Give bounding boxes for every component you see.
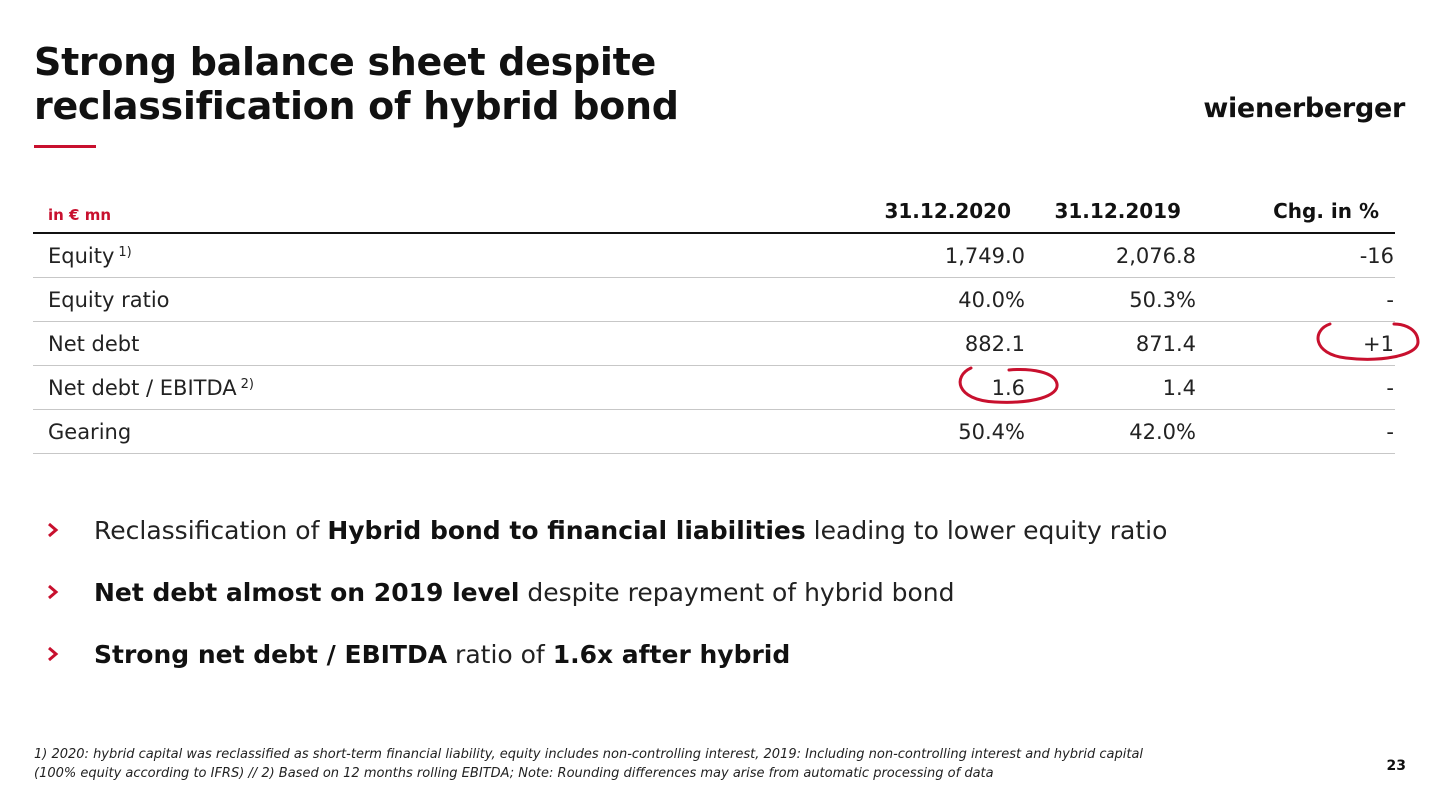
key-points-list: Reclassification of Hybrid bond to finan… xyxy=(47,508,1167,694)
footnote-line-2: (100% equity according to IFRS) // 2) Ba… xyxy=(34,766,994,781)
table-row-equity: Equity 1) 1,749.0 2,076.8 -16 xyxy=(33,234,1395,278)
row-label: Equity ratio xyxy=(48,278,170,321)
value-2019: 42.0% xyxy=(1129,419,1196,444)
page-number: 23 xyxy=(1386,758,1406,774)
bullet-text: Strong net debt / EBITDA ratio of 1.6x a… xyxy=(94,640,790,669)
chevron-right-icon xyxy=(47,584,94,600)
value-2019: 1.4 xyxy=(1162,375,1196,400)
unit-label: in € mn xyxy=(48,206,112,224)
value-change: - xyxy=(1386,287,1394,312)
bullet-text-emphasis: Net debt almost on 2019 level xyxy=(94,577,520,607)
bullet-text-emphasis: Strong net debt / EBITDA xyxy=(94,639,448,669)
value-2019: 871.4 xyxy=(1135,331,1196,356)
chevron-right-icon xyxy=(47,646,94,662)
footnote: 1) 2020: hybrid capital was reclassified… xyxy=(34,745,1254,783)
title-underline xyxy=(34,145,96,148)
row-label-text: Equity ratio xyxy=(48,287,170,312)
row-label: Gearing xyxy=(48,410,131,453)
value-change: - xyxy=(1386,375,1394,400)
bullet-text-emphasis: 1.6x after hybrid xyxy=(552,639,791,669)
row-label-text: Equity xyxy=(48,243,115,268)
value-2019: 50.3% xyxy=(1129,287,1196,312)
value-2020: 882.1 xyxy=(964,331,1025,356)
chevron-right-icon xyxy=(47,522,94,538)
bullet-net-debt: Net debt almost on 2019 level despite re… xyxy=(47,570,1167,614)
bullet-reclassification: Reclassification of Hybrid bond to finan… xyxy=(47,508,1167,552)
balance-sheet-table: in € mn 31.12.2020 31.12.2019 Chg. in % … xyxy=(33,190,1420,454)
value-2020: 50.4% xyxy=(958,419,1025,444)
value-2020: 1.6 xyxy=(991,375,1025,400)
bullet-text-part: Reclassification of xyxy=(94,515,328,545)
row-label-text: Gearing xyxy=(48,419,132,444)
row-label: Net debt xyxy=(48,322,139,365)
value-change: -16 xyxy=(1359,243,1394,268)
table-row-net-debt: Net debt 882.1 871.4 +1 xyxy=(33,322,1420,366)
footnote-ref: 1) xyxy=(118,245,132,260)
bullet-ebitda-ratio: Strong net debt / EBITDA ratio of 1.6x a… xyxy=(47,632,1167,676)
table-row-net-debt-ebitda: Net debt / EBITDA 2) 1.6 1.4 - xyxy=(33,366,1395,410)
bullet-text-emphasis: Hybrid bond to financial liabilities xyxy=(327,515,806,545)
row-label-text: Net debt xyxy=(48,331,140,356)
value-change: +1 xyxy=(1363,331,1394,356)
bullet-text: Net debt almost on 2019 level despite re… xyxy=(94,578,955,607)
bullet-text-part: despite repayment of hybrid bond xyxy=(519,577,955,607)
value-2020: 1,749.0 xyxy=(944,243,1025,268)
title-line-1: Strong balance sheet despite xyxy=(34,40,656,84)
bullet-text-part: leading to lower equity ratio xyxy=(805,515,1168,545)
value-2020: 40.0% xyxy=(958,287,1025,312)
column-header-2019: 31.12.2019 xyxy=(1054,199,1181,223)
company-logo: wienerberger xyxy=(1203,93,1405,124)
title-line-2: reclassification of hybrid bond xyxy=(34,84,679,128)
table-header-row: in € mn 31.12.2020 31.12.2019 Chg. in % xyxy=(33,190,1395,234)
table-row-equity-ratio: Equity ratio 40.0% 50.3% - xyxy=(33,278,1395,322)
row-label: Net debt / EBITDA 2) xyxy=(48,366,254,409)
bullet-text: Reclassification of Hybrid bond to finan… xyxy=(94,516,1167,545)
row-label-text: Net debt / EBITDA xyxy=(48,375,237,400)
column-header-2020: 31.12.2020 xyxy=(884,199,1011,223)
column-header-change: Chg. in % xyxy=(1273,199,1379,223)
value-change: - xyxy=(1386,419,1394,444)
row-label: Equity 1) xyxy=(48,234,132,277)
table-row-gearing: Gearing 50.4% 42.0% - xyxy=(33,410,1395,454)
slide-title: Strong balance sheet despite reclassific… xyxy=(34,40,679,128)
bullet-text-part: ratio of xyxy=(447,639,553,669)
footnote-ref: 2) xyxy=(240,377,254,392)
footnote-line-1: 1) 2020: hybrid capital was reclassified… xyxy=(34,747,1144,762)
value-2019: 2,076.8 xyxy=(1115,243,1196,268)
